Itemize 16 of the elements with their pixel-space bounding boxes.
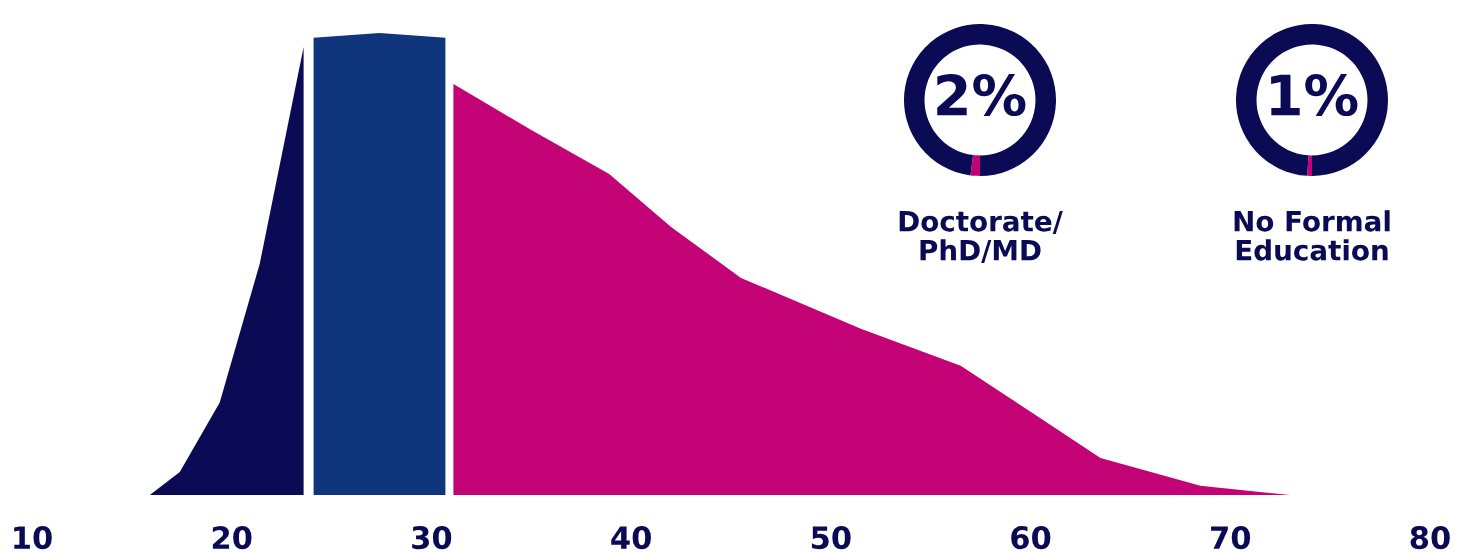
text: Doctorate/ PhD/MD: [899, 211, 1063, 263]
x-tick-label: 20: [212, 526, 252, 550]
annotation: 2%: [937, 74, 1026, 117]
x-tick-label: 10: [14, 526, 52, 550]
donut-slice: [904, 24, 1056, 176]
x-tick-label: 50: [811, 526, 851, 550]
x-tick-label: 70: [1211, 526, 1251, 550]
donut-slice: [1236, 24, 1388, 176]
annotation: 1%: [1271, 74, 1358, 117]
text: No Formal Education: [1234, 210, 1390, 261]
x-tick-label: 60: [1011, 526, 1051, 550]
donut-slice: [1307, 155, 1312, 176]
x-tick-label: 80: [1410, 526, 1450, 550]
donut-slice: [970, 155, 980, 176]
x-tick-label: 40: [611, 526, 651, 550]
x-tick-label: 30: [412, 526, 452, 550]
